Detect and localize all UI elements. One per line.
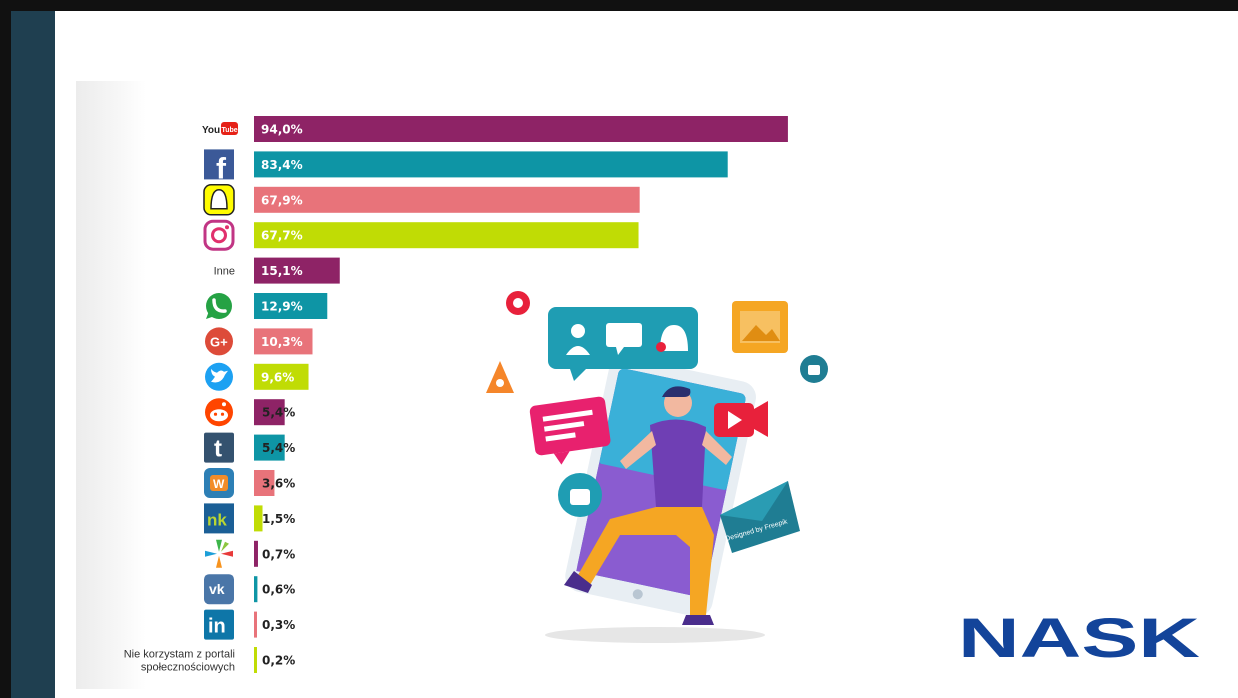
bar-7 — [254, 363, 309, 390]
video-icon — [714, 401, 768, 437]
bar-6 — [254, 328, 313, 355]
svg-text:vk: vk — [209, 581, 225, 597]
svg-text:G+: G+ — [210, 334, 228, 349]
value-label-10: 3,6% — [262, 477, 295, 491]
row-label-15-1: społecznościowych — [141, 662, 235, 674]
bar-3 — [254, 222, 639, 249]
image-icon — [732, 301, 788, 353]
svg-text:Tube: Tube — [222, 127, 238, 134]
value-label-13: 0,6% — [262, 583, 295, 597]
value-label-5: 12,9% — [261, 300, 303, 314]
music-icon — [486, 361, 514, 393]
value-label-15: 0,2% — [262, 654, 295, 668]
row-label-15-0: Nie korzystam z portali — [124, 649, 235, 661]
left-border — [0, 0, 11, 698]
social-media-illustration: Designed by Freepik — [486, 291, 828, 643]
floor-shadow — [545, 627, 765, 643]
svg-text:You: You — [202, 125, 220, 136]
bar-14 — [254, 611, 257, 638]
chat-icon — [529, 396, 611, 465]
value-label-6: 10,3% — [261, 335, 303, 349]
svg-text:W: W — [213, 477, 225, 491]
bar-12 — [254, 540, 258, 567]
value-label-0: 94,0% — [261, 123, 303, 137]
value-label-12: 0,7% — [262, 547, 295, 561]
snapchat-icon — [203, 184, 235, 216]
instagram-icon — [203, 219, 235, 251]
nask-logo: NASK — [958, 612, 1200, 662]
row-label-4: Inne — [214, 266, 235, 278]
bar-8 — [254, 399, 285, 426]
value-label-9: 5,4% — [262, 441, 295, 455]
svg-text:f: f — [216, 152, 227, 185]
svg-text:in: in — [208, 616, 226, 638]
reddit-icon — [205, 398, 233, 427]
thumbs-up-icon — [558, 473, 602, 517]
bar-11 — [254, 505, 263, 532]
nk-icon: nk — [204, 503, 234, 534]
bar-1 — [254, 151, 728, 178]
tumblr-icon: t — [204, 432, 234, 463]
gadu-gadu-icon — [205, 539, 233, 568]
bar-15 — [254, 647, 257, 673]
vk-icon: vk — [204, 574, 234, 605]
value-label-11: 1,5% — [262, 512, 295, 526]
value-label-3: 67,7% — [261, 229, 303, 243]
thumbs-up-small-icon — [800, 355, 828, 383]
person-illustration — [564, 386, 732, 625]
whatsapp-icon — [206, 293, 232, 319]
youtube-icon: You Tube — [202, 122, 238, 136]
bar-5 — [254, 293, 328, 319]
heart-icon — [506, 291, 530, 315]
bar-4 — [254, 257, 340, 284]
twitter-icon — [205, 362, 233, 391]
svg-text:nk: nk — [207, 510, 227, 529]
value-label-14: 0,3% — [262, 618, 295, 632]
nask-logo-text: NASK — [958, 612, 1200, 662]
bar-10 — [254, 470, 275, 496]
facebook-icon: f — [204, 149, 234, 185]
bar-13 — [254, 576, 258, 603]
value-label-4: 15,1% — [261, 264, 303, 278]
value-label-2: 67,9% — [261, 193, 303, 207]
wykop-icon: W — [204, 468, 234, 498]
top-border — [0, 0, 1238, 11]
google-plus-icon: G+ — [205, 327, 233, 356]
value-label-8: 5,4% — [262, 406, 295, 420]
value-label-7: 9,6% — [261, 370, 294, 384]
bar-0 — [254, 116, 788, 142]
bar-2 — [254, 186, 640, 213]
bar-9 — [254, 434, 285, 461]
sidebar-stripe — [11, 11, 55, 698]
linkedin-icon: in — [204, 609, 234, 640]
svg-text:t: t — [214, 436, 222, 463]
value-label-1: 83,4% — [261, 158, 303, 172]
notification-bubble — [548, 307, 698, 381]
